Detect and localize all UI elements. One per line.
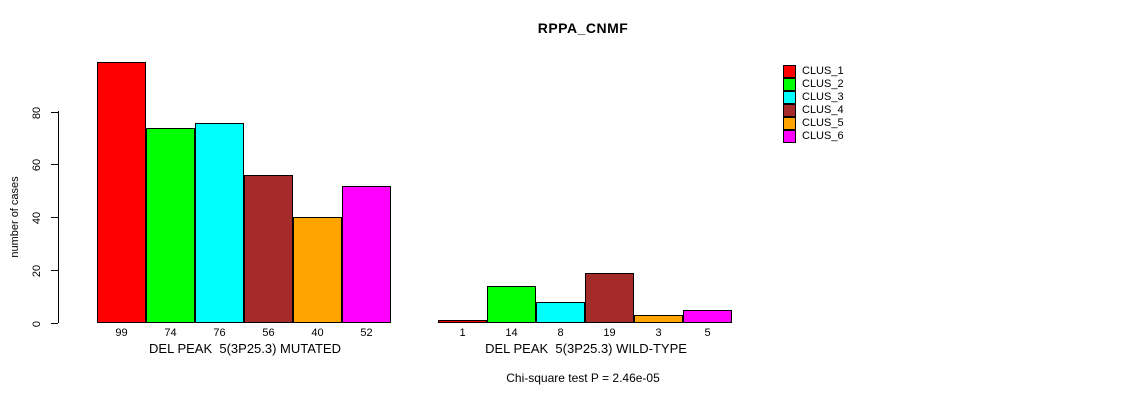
y-tick	[51, 217, 58, 218]
bar-value-label: 99	[115, 327, 128, 339]
y-tick-label: 0	[31, 320, 43, 327]
bar	[487, 286, 536, 323]
legend-label: CLUS_3	[802, 91, 844, 103]
y-tick	[51, 112, 58, 113]
y-tick-label: 20	[31, 264, 43, 277]
legend-swatch	[783, 78, 796, 91]
bar-value-label: 56	[262, 327, 275, 339]
bar	[634, 315, 683, 323]
bar-value-label: 40	[311, 327, 324, 339]
bar	[438, 320, 487, 323]
legend-swatch	[783, 130, 796, 143]
bar	[342, 186, 391, 323]
chi-square-note: Chi-square test P = 2.46e-05	[506, 371, 660, 385]
bar	[97, 62, 146, 323]
bar	[146, 128, 195, 323]
x-axis-label-wildtype: DEL PEAK 5(3P25.3) WILD-TYPE	[485, 341, 687, 356]
y-tick	[51, 164, 58, 165]
bar-value-label: 8	[557, 327, 564, 339]
bar-value-label: 5	[704, 327, 711, 339]
bar-value-label: 74	[164, 327, 177, 339]
legend-swatch	[783, 91, 796, 104]
y-axis-label: number of cases	[9, 176, 21, 258]
y-tick-label: 60	[31, 158, 43, 171]
legend-swatch	[783, 65, 796, 78]
y-tick-label: 80	[31, 106, 43, 119]
legend-label: CLUS_4	[802, 104, 844, 116]
bar	[536, 302, 585, 323]
bar	[683, 310, 732, 323]
bar	[244, 175, 293, 323]
bar-value-label: 52	[360, 327, 373, 339]
y-tick	[51, 323, 58, 324]
bar	[293, 217, 342, 323]
x-axis-label-mutated: DEL PEAK 5(3P25.3) MUTATED	[149, 341, 341, 356]
bar	[585, 273, 634, 323]
bar-value-label: 14	[505, 327, 518, 339]
y-axis-line	[58, 111, 59, 323]
bar-value-label: 76	[213, 327, 226, 339]
y-tick	[51, 270, 58, 271]
bar-value-label: 19	[603, 327, 616, 339]
legend-label: CLUS_2	[802, 78, 844, 90]
legend-swatch	[783, 104, 796, 117]
legend-swatch	[783, 117, 796, 130]
bar-value-label: 3	[655, 327, 662, 339]
y-tick-label: 40	[31, 211, 43, 224]
legend-label: CLUS_6	[802, 130, 844, 142]
legend-label: CLUS_5	[802, 117, 844, 129]
legend-label: CLUS_1	[802, 65, 844, 77]
chart-title: RPPA_CNMF	[537, 20, 629, 36]
bar	[195, 123, 244, 323]
bar-value-label: 1	[459, 327, 466, 339]
